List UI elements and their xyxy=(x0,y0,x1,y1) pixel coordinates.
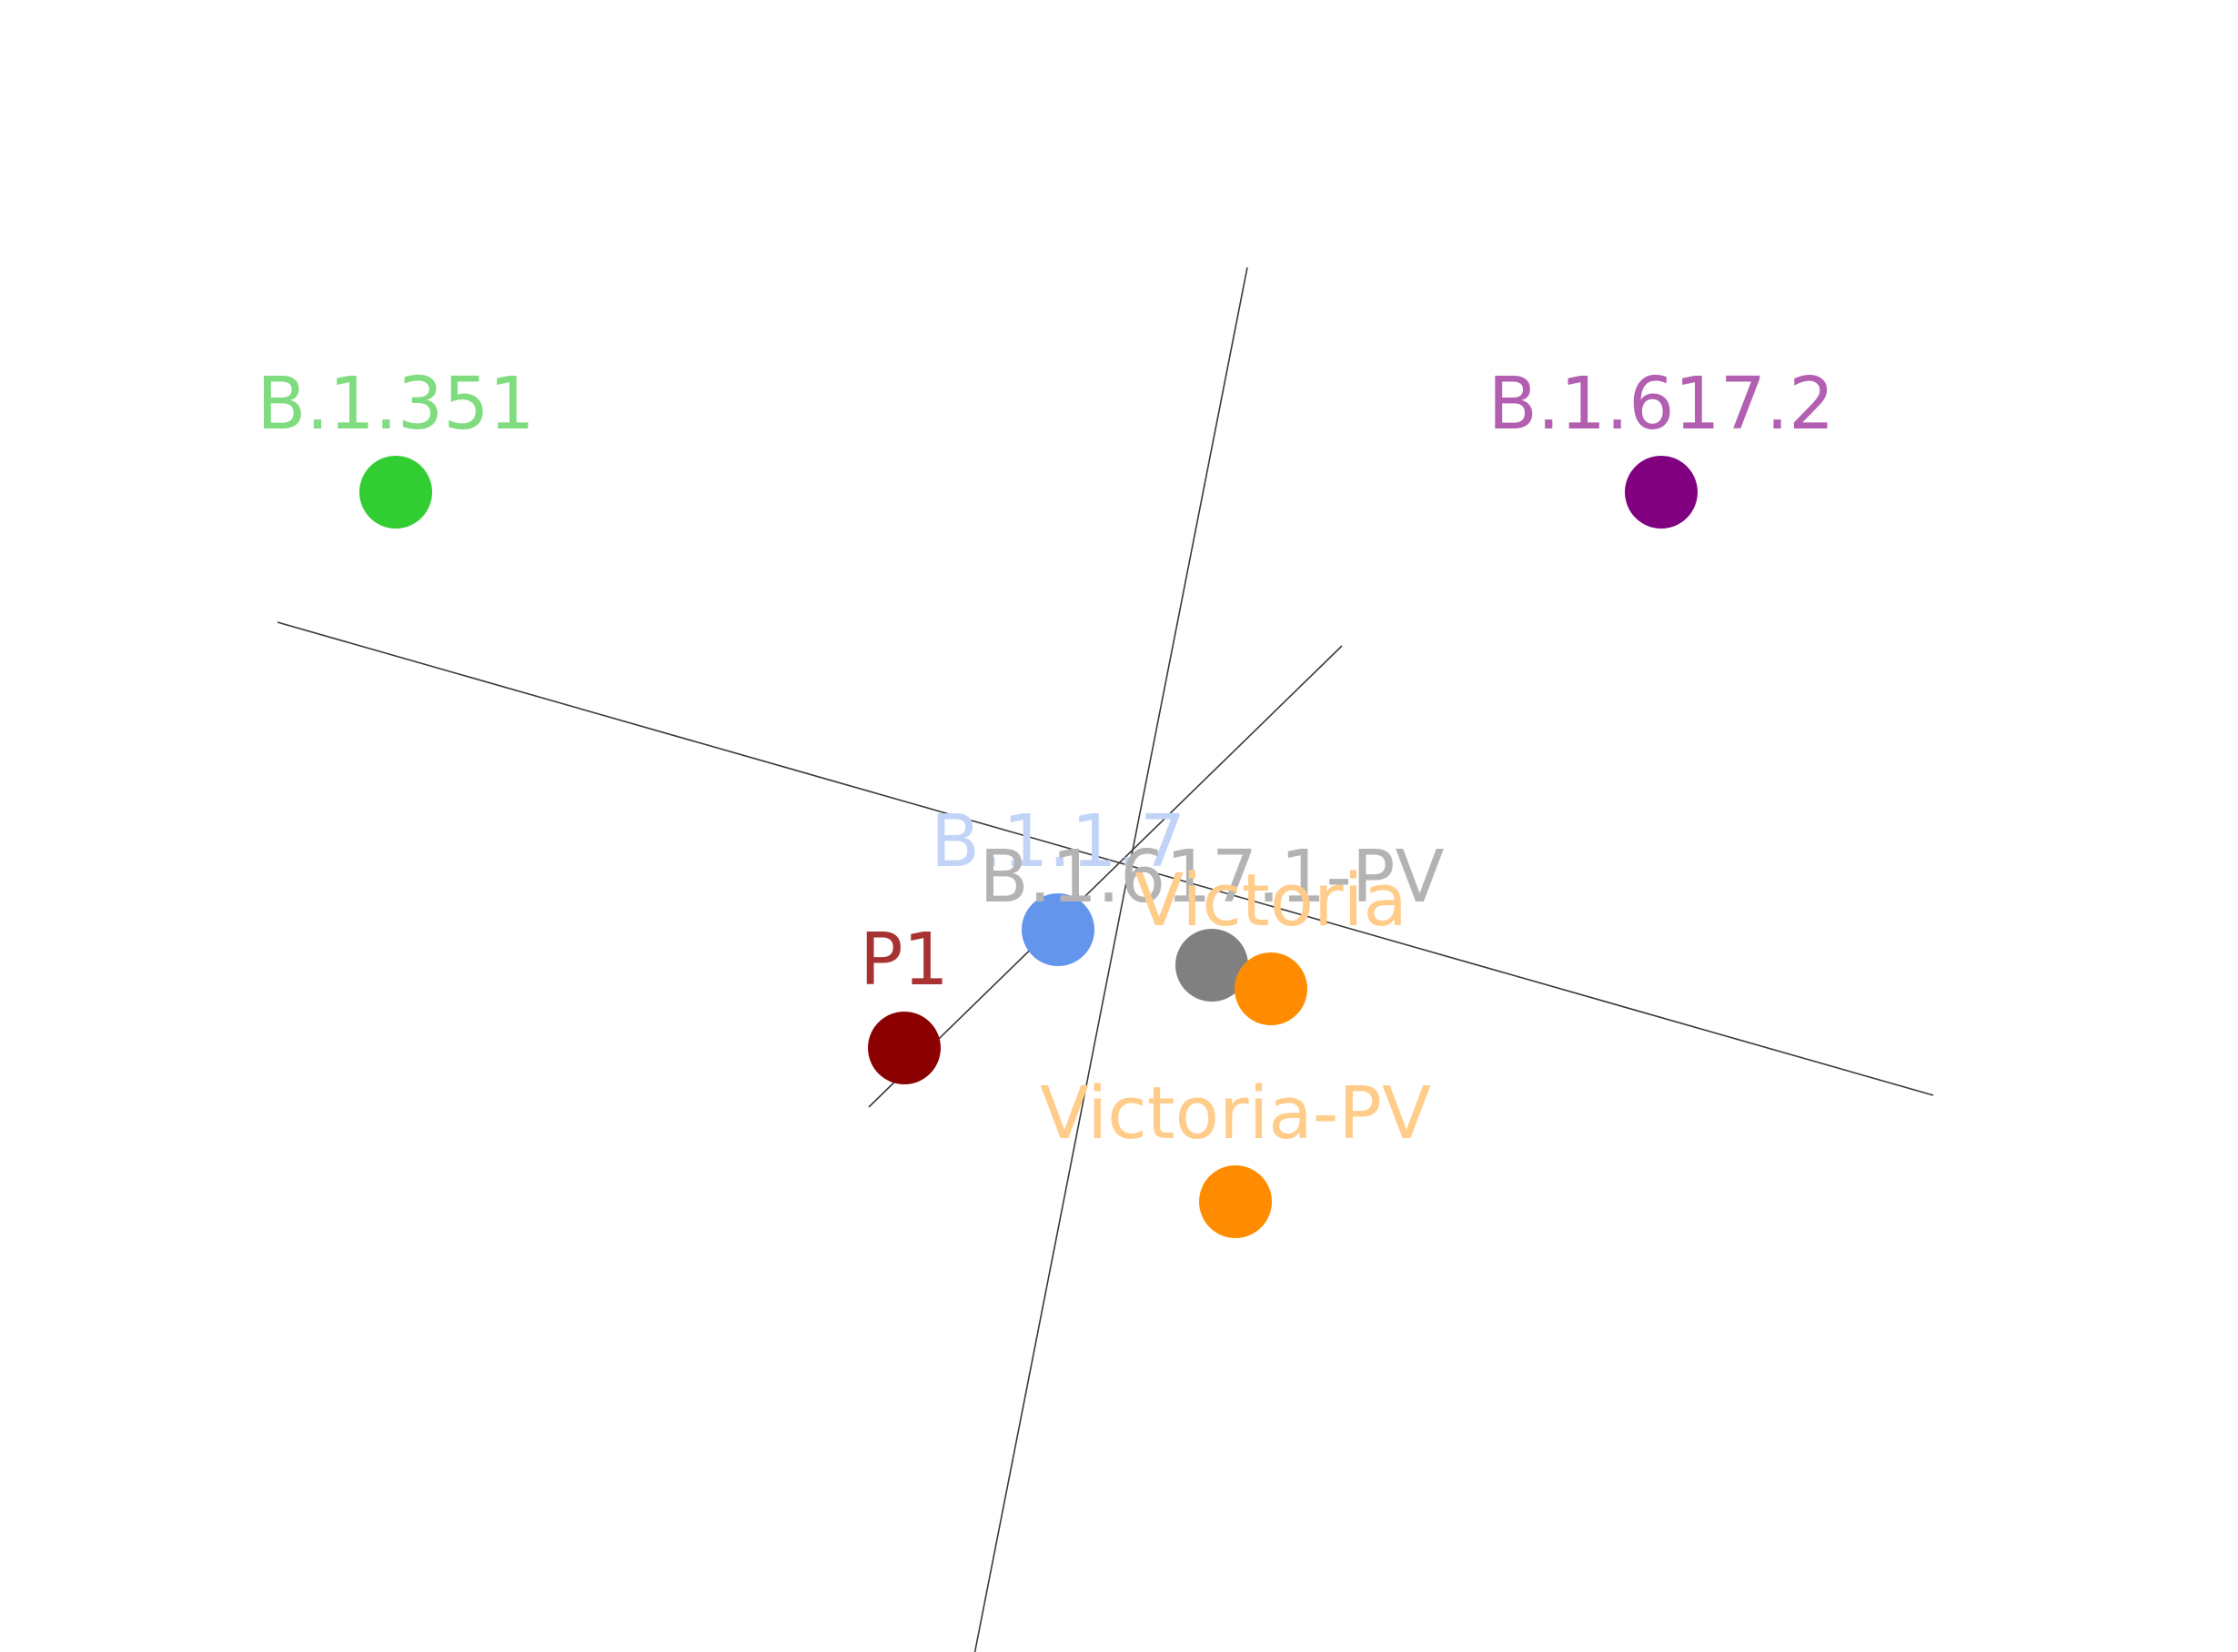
point-label-victoria: Victoria xyxy=(1134,859,1407,942)
labels-layer: B.1.351 B.1.617.2B.1.1.7B.1.617.1-PVVicto… xyxy=(257,362,1834,1155)
point-victoria-pv xyxy=(1199,1165,1272,1238)
points-layer xyxy=(359,456,1698,1238)
point-b-1-617-1-pv xyxy=(1175,929,1248,1002)
point-label-p1: P1 xyxy=(860,918,949,1002)
projection-axis-1 xyxy=(277,621,1934,1096)
point-victoria xyxy=(1235,952,1307,1025)
projection-axis-2 xyxy=(973,267,1248,1652)
point-b-1-351 xyxy=(359,456,432,529)
axes-layer xyxy=(277,267,1934,1652)
point-b-1-1-7 xyxy=(1022,893,1094,966)
point-label-b-1-617-2: B.1.617.2 xyxy=(1488,362,1835,446)
point-label-b-1-1-7: B.1.1.7 xyxy=(931,800,1185,883)
point-label-b-1-617-1-pv: B.1.617.1-PV xyxy=(979,835,1444,919)
point-label-b-1-351: B.1.351 xyxy=(257,362,534,446)
point-label-victoria-pv: Victoria-PV xyxy=(1040,1072,1431,1155)
projection-axis-3 xyxy=(868,645,1343,1108)
point-b-1-617-2 xyxy=(1625,456,1698,529)
point-p1 xyxy=(868,1012,941,1084)
